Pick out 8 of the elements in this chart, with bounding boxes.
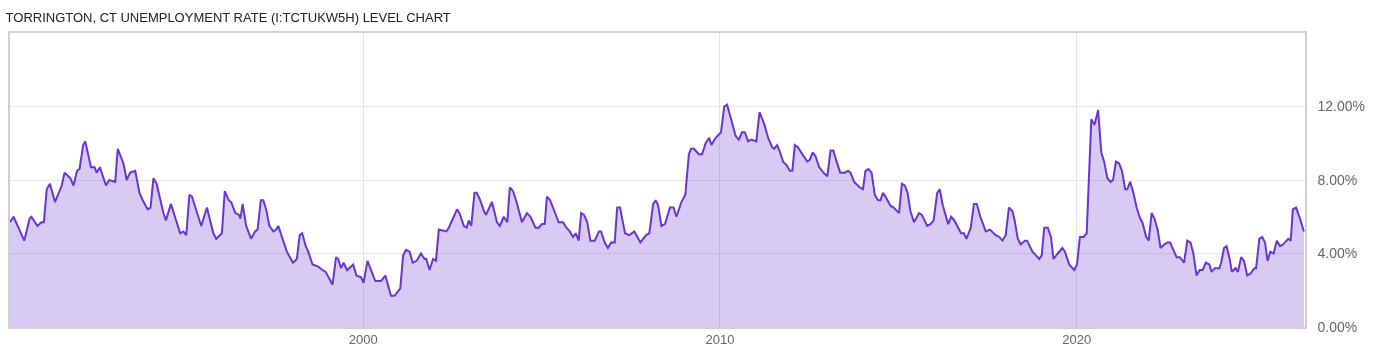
chart-title: TORRINGTON, CT UNEMPLOYMENT RATE (I:TCTUKW5H) LEVEL CHART [5, 10, 451, 26]
y-tick-label: 4.00% [1317, 245, 1358, 262]
y-tick-label: 0.00% [1317, 318, 1358, 335]
x-tick-label: 2010 [705, 332, 735, 348]
x-tick-label: 2020 [1062, 332, 1092, 348]
y-tick-label: 12.00% [1317, 98, 1366, 115]
x-tick-label: 2000 [348, 332, 378, 348]
y-tick-label: 8.00% [1317, 171, 1358, 188]
